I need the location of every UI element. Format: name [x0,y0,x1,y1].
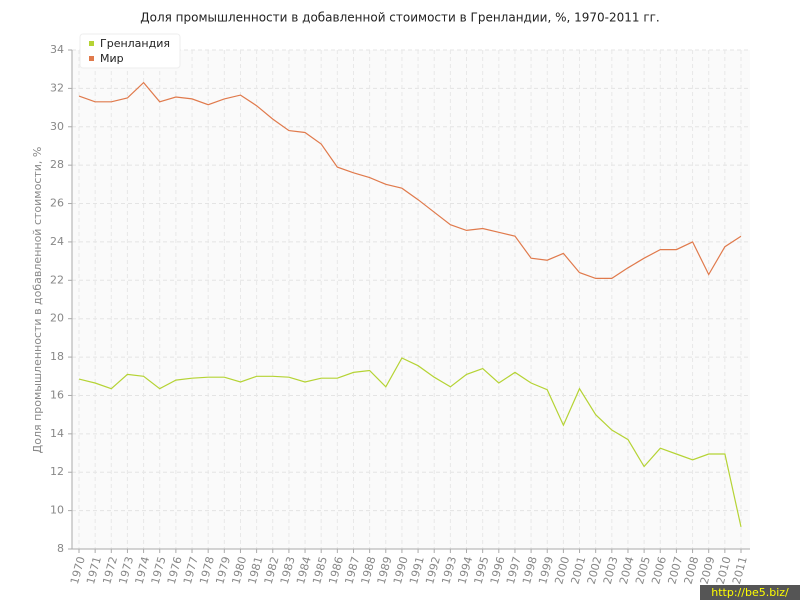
legend-label: Гренландия [100,37,170,50]
plot-area [72,50,750,549]
y-tick-label: 8 [57,542,64,555]
y-tick-label: 34 [50,43,64,56]
y-tick-label: 30 [50,120,64,133]
watermark-bg [700,585,800,600]
series-line [78,81,742,279]
y-tick-label: 14 [50,427,64,440]
y-tick-label: 22 [50,273,64,286]
y-tick-label: 18 [50,350,64,363]
legend-swatch [89,41,94,46]
y-tick-label: 32 [50,81,64,94]
legend-box [79,33,181,69]
y-tick-label: 20 [50,312,64,325]
y-tick-label: 26 [50,197,64,210]
series-line [78,357,742,528]
y-tick-label: 28 [50,158,64,171]
chart-title: Доля промышленности в добавленной стоимо… [140,11,660,25]
y-tick-label: 24 [50,235,64,248]
legend-label: Мир [100,52,124,65]
y-tick-label: 16 [50,388,64,401]
legend-swatch [89,56,94,61]
watermark: http://be5.biz/ [711,586,789,599]
y-tick-label: 12 [50,465,64,478]
y-axis-label: Доля промышленности в добавленной стоимо… [31,147,44,454]
y-tick-label: 10 [50,504,64,517]
